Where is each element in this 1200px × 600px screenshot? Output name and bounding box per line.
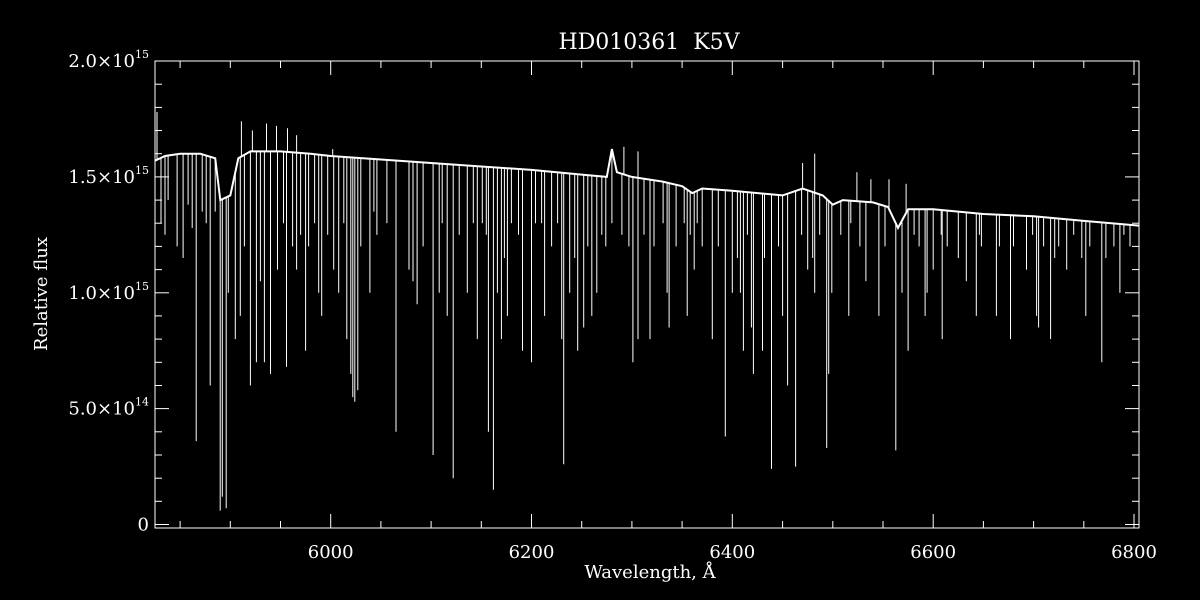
x-tick-label: 6400	[709, 542, 755, 563]
plot-frame	[154, 60, 1140, 529]
x-tick-label: 6000	[308, 542, 354, 563]
plot-area	[154, 112, 1140, 511]
x-axis-ticks: 6000 6200 6400 6600 6800	[179, 61, 1157, 563]
y-axis-label: Relative flux	[31, 237, 52, 351]
y-tick-label: 0	[138, 515, 149, 536]
spectrum-continuum	[154, 148, 1140, 231]
x-tick-label: 6600	[910, 542, 956, 563]
y-tick-label: 1.0×1015	[68, 280, 149, 304]
chart-title: HD010361 K5V	[558, 30, 740, 55]
x-tick-label: 6800	[1111, 542, 1157, 563]
x-tick-label: 6200	[509, 542, 555, 563]
x-axis-label: Wavelength, Å	[584, 561, 716, 583]
